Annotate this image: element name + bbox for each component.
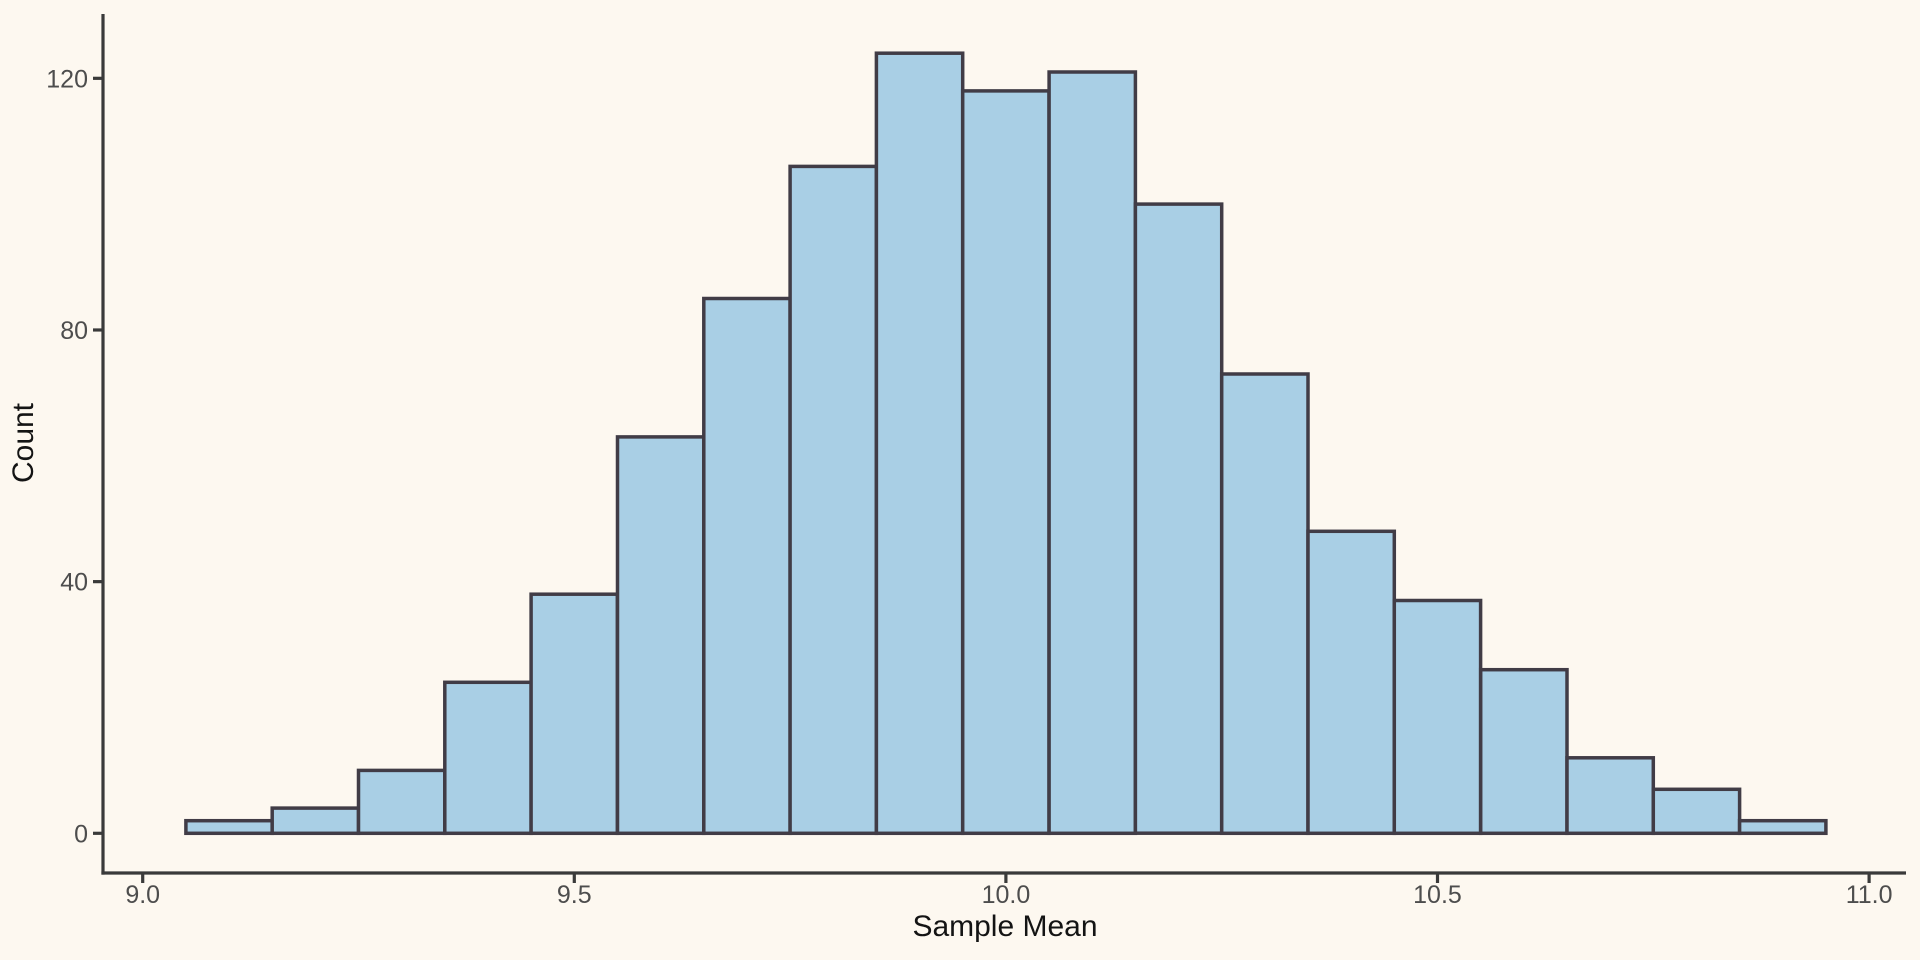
x-axis-title: Sample Mean — [912, 910, 1097, 943]
histogram-bar — [1047, 70, 1138, 836]
histogram-bar — [529, 592, 620, 836]
x-tick-label: 9.0 — [125, 881, 160, 909]
y-tick-label: 0 — [74, 820, 88, 848]
histogram-bar — [1737, 818, 1828, 836]
histogram-bar — [1306, 529, 1397, 836]
histogram-bar — [356, 768, 447, 836]
histogram-bar — [788, 164, 879, 836]
histogram-bar — [615, 435, 706, 836]
bars-group — [184, 51, 1828, 836]
y-tick-label: 120 — [46, 65, 88, 93]
y-tick-label: 80 — [60, 317, 88, 345]
histogram-bar — [1478, 667, 1569, 836]
histogram-bar — [1565, 756, 1656, 836]
histogram-bar — [702, 296, 792, 836]
y-tick-label: 40 — [60, 569, 88, 597]
x-tick-label: 9.5 — [557, 881, 592, 909]
histogram-bar — [1651, 787, 1742, 836]
x-tick-label: 10.0 — [982, 881, 1031, 909]
histogram-bar — [1392, 598, 1483, 836]
x-tick-label: 10.5 — [1413, 881, 1462, 909]
histogram-bar — [1219, 372, 1310, 836]
histogram-bar — [443, 680, 533, 836]
histogram-bar — [184, 818, 274, 836]
y-axis: 0 40 80 120 — [46, 14, 105, 875]
histogram-bar — [1133, 202, 1224, 835]
histogram-bar — [960, 89, 1051, 836]
histogram-bar — [874, 51, 965, 836]
y-axis-title: Count — [7, 402, 40, 483]
histogram-bar — [270, 806, 361, 836]
x-tick-label: 11.0 — [1846, 881, 1893, 909]
x-axis: 9.0 9.5 10.0 10.5 11.0 — [101, 871, 1906, 909]
